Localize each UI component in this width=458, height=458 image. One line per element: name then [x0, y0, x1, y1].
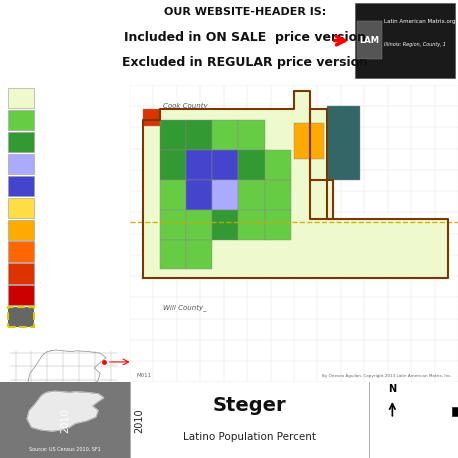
- Text: 90.1% - 100%: 90.1% - 100%: [42, 291, 95, 300]
- Text: N: N: [388, 384, 397, 394]
- Polygon shape: [27, 391, 104, 431]
- Text: Source: US Census 2010, SF1: Source: US Census 2010, SF1: [25, 444, 105, 449]
- Text: Census Blocks: Census Blocks: [11, 71, 89, 80]
- Bar: [8, 154, 34, 174]
- Text: 2010: 2010: [60, 408, 70, 432]
- Bar: [159, 210, 186, 240]
- Polygon shape: [27, 350, 106, 398]
- Bar: [8, 241, 34, 262]
- Text: Steger: Steger: [213, 396, 287, 414]
- Bar: [159, 120, 186, 150]
- Bar: [159, 150, 186, 180]
- Text: 50.1% - 60%: 50.1% - 60%: [42, 203, 90, 212]
- Text: OUR WEBSITE-HEADER IS:: OUR WEBSITE-HEADER IS:: [164, 7, 326, 17]
- Text: LAM: LAM: [360, 36, 380, 45]
- Text: M011: M011: [136, 373, 152, 378]
- Text: 40.1% - 50%: 40.1% - 50%: [42, 181, 90, 191]
- Text: Latin American Matrix.org: Latin American Matrix.org: [384, 19, 456, 24]
- Bar: [186, 240, 212, 269]
- Bar: [452, 407, 458, 416]
- Text: Illinois: Region, County, 1: Illinois: Region, County, 1: [384, 42, 446, 47]
- Bar: [238, 180, 265, 210]
- Text: 10.1% - 20%: 10.1% - 20%: [42, 115, 90, 125]
- Bar: [186, 150, 212, 180]
- Bar: [0, 382, 130, 458]
- Bar: [186, 120, 212, 150]
- Text: Cook County_: Cook County_: [163, 102, 211, 109]
- Text: County Line: County Line: [42, 313, 87, 322]
- Text: Source: US Census 2010, SF1: Source: US Census 2010, SF1: [29, 447, 101, 452]
- Text: 80.1% - 90%: 80.1% - 90%: [42, 269, 90, 278]
- Bar: [8, 197, 34, 218]
- Text: 20.1% - 30%: 20.1% - 30%: [42, 137, 90, 147]
- Text: 2010: 2010: [134, 408, 144, 432]
- Bar: [327, 105, 360, 180]
- Text: Steger: Steger: [47, 49, 83, 59]
- Bar: [265, 180, 291, 210]
- Text: 70.1% - 80%: 70.1% - 80%: [42, 247, 90, 256]
- Bar: [265, 150, 291, 180]
- Bar: [8, 219, 34, 240]
- Text: By Oneseo Aguilon, Copyright 2013 Latin American Matrix, Inc.: By Oneseo Aguilon, Copyright 2013 Latin …: [322, 374, 452, 378]
- Text: Will County_: Will County_: [163, 305, 207, 311]
- Bar: [159, 180, 186, 210]
- Text: ILLINOIS COUNTIES: ILLINOIS COUNTIES: [31, 341, 99, 347]
- Bar: [265, 210, 291, 240]
- Bar: [8, 110, 34, 130]
- Text: Pop:   9,570 ( 14.2 % Latino): Pop: 9,570 ( 14.2 % Latino): [21, 57, 109, 62]
- Bar: [8, 132, 34, 152]
- Bar: [212, 150, 238, 180]
- Bar: [238, 120, 265, 150]
- Bar: [186, 180, 212, 210]
- Bar: [357, 21, 382, 60]
- Bar: [8, 176, 34, 196]
- Bar: [212, 210, 238, 240]
- Bar: [238, 210, 265, 240]
- Bar: [186, 210, 212, 240]
- Bar: [212, 120, 238, 150]
- Text: 30.1% - 40%: 30.1% - 40%: [42, 159, 90, 169]
- Bar: [143, 109, 159, 126]
- Bar: [8, 285, 34, 305]
- Text: 0% - 10%: 0% - 10%: [42, 93, 78, 103]
- Bar: [8, 307, 34, 327]
- Text: Included in ON SALE  price version: Included in ON SALE price version: [124, 31, 366, 44]
- Text: Latino Population Percent: Latino Population Percent: [183, 432, 316, 442]
- Bar: [238, 150, 265, 180]
- Polygon shape: [143, 91, 448, 278]
- Text: Excluded in REGULAR price version: Excluded in REGULAR price version: [122, 56, 368, 69]
- Bar: [294, 123, 323, 159]
- Text: 60.1% - 70%: 60.1% - 70%: [42, 225, 90, 234]
- Bar: [212, 180, 238, 210]
- Bar: [159, 240, 186, 269]
- Bar: [8, 263, 34, 284]
- Bar: [8, 88, 34, 108]
- Bar: [354, 3, 455, 78]
- Text: Latino Population: Latino Population: [11, 79, 108, 89]
